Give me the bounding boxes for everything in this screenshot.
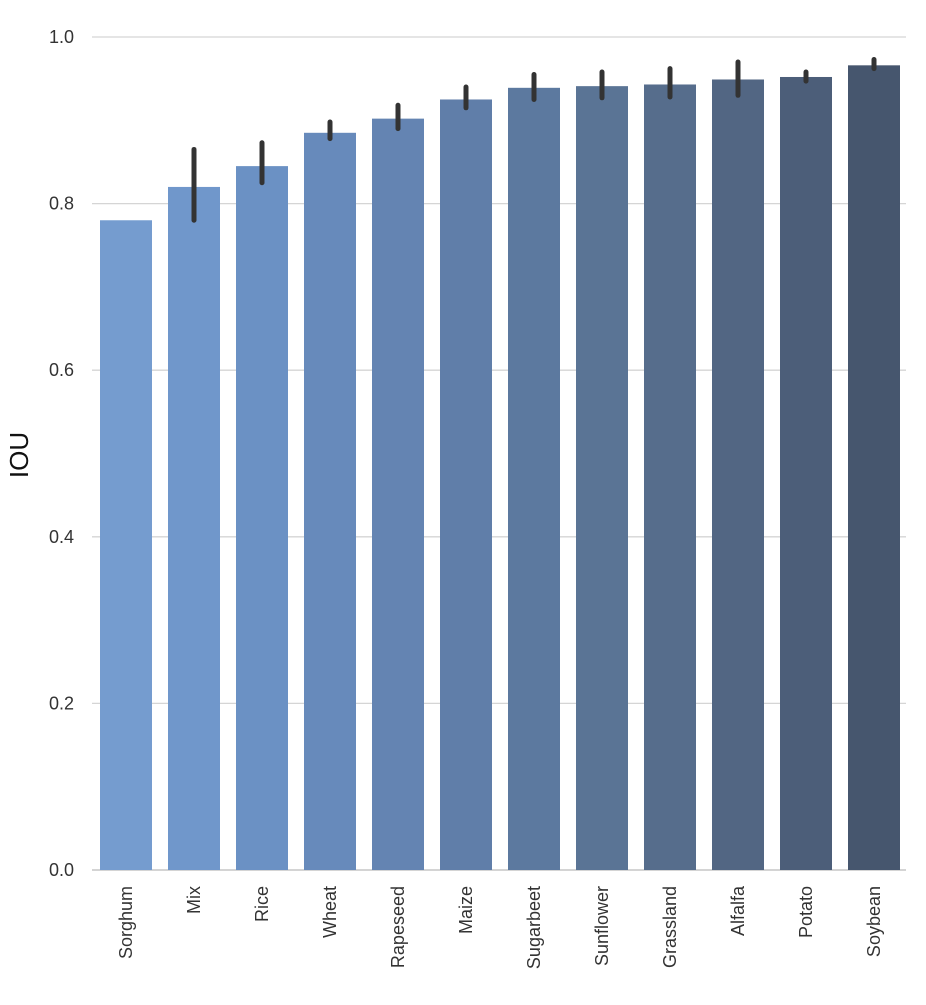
x-tick-label: Sugarbeet bbox=[524, 886, 544, 969]
bar bbox=[236, 166, 288, 871]
y-tick-label: 1.0 bbox=[49, 27, 74, 47]
x-tick-label: Sorghum bbox=[116, 886, 136, 959]
bar bbox=[712, 79, 764, 870]
y-tick-label: 0.4 bbox=[49, 527, 74, 547]
bar bbox=[780, 76, 832, 870]
x-tick-label: Alfalfa bbox=[728, 885, 748, 936]
x-tick-label: Grassland bbox=[660, 886, 680, 968]
x-tick-label: Rice bbox=[252, 886, 272, 922]
y-tick-label: 0.0 bbox=[49, 860, 74, 880]
y-tick-label: 0.6 bbox=[49, 360, 74, 380]
y-tick-label: 0.2 bbox=[49, 693, 74, 713]
x-tick-label: Soybean bbox=[864, 886, 884, 957]
x-tick-label: Wheat bbox=[320, 886, 340, 938]
x-tick-label: Sunflower bbox=[592, 886, 612, 966]
bar bbox=[576, 86, 628, 871]
x-tick-labels: Sorghum Mix Rice Wheat Rapeseed Maize Sugarbee… bbox=[116, 885, 884, 969]
y-tick-label: 0.8 bbox=[49, 194, 74, 214]
x-tick-label: Potato bbox=[796, 886, 816, 938]
x-tick-label: Mix bbox=[184, 886, 204, 914]
bar bbox=[168, 186, 220, 870]
x-tick-label: Rapeseed bbox=[388, 886, 408, 968]
error-bars bbox=[191, 56, 877, 223]
grid-lines bbox=[92, 36, 906, 871]
bar bbox=[100, 220, 152, 870]
y-axis-label: IOU bbox=[4, 432, 34, 478]
bar bbox=[304, 132, 356, 871]
bars bbox=[100, 65, 900, 871]
y-tick-labels: 0.0 0.2 0.4 0.6 0.8 1.0 bbox=[49, 27, 74, 880]
bar bbox=[508, 87, 560, 871]
bar bbox=[848, 65, 900, 870]
bar bbox=[440, 99, 492, 871]
bar bbox=[644, 84, 696, 870]
bar bbox=[372, 118, 424, 870]
x-tick-label: Maize bbox=[456, 886, 476, 934]
